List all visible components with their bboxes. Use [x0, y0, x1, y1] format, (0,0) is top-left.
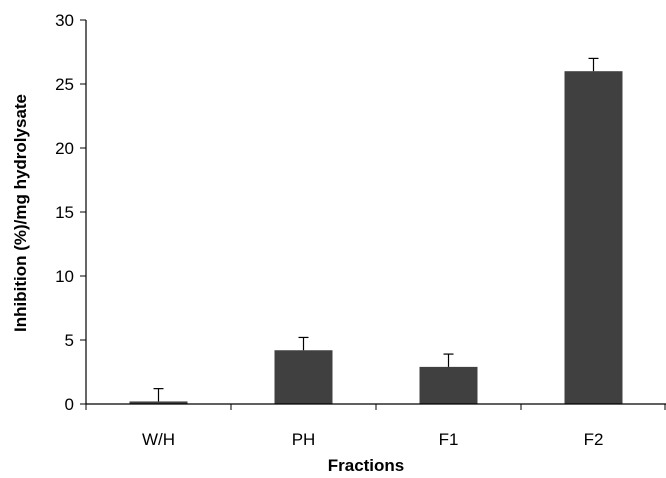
x-tick-label: PH	[292, 430, 316, 449]
y-tick-label: 30	[55, 11, 74, 30]
bars-layer	[129, 71, 623, 404]
x-tick-label: F1	[439, 430, 459, 449]
bar-ph	[274, 350, 333, 404]
y-tick-label: 15	[55, 203, 74, 222]
bar-f2	[564, 71, 623, 404]
bar-f1	[419, 366, 478, 404]
x-axis-title: Fractions	[328, 456, 405, 473]
y-tick-label: 10	[55, 267, 74, 286]
axes-layer	[80, 19, 666, 410]
y-axis-title: Inhibition (%)/mg hydrolysate	[11, 94, 30, 332]
x-tick-label: W/H	[142, 430, 175, 449]
labels-layer: W/H PH F1 F2 0 5 10 15 20 25 30	[55, 11, 603, 449]
y-tick-label: 25	[55, 75, 74, 94]
bar-w-h	[129, 401, 188, 404]
x-tick-label: F2	[584, 430, 604, 449]
y-tick-label: 20	[55, 139, 74, 158]
error-bars-layer	[153, 57, 599, 402]
y-tick-label: 0	[65, 395, 74, 414]
y-tick-label: 5	[65, 331, 74, 350]
